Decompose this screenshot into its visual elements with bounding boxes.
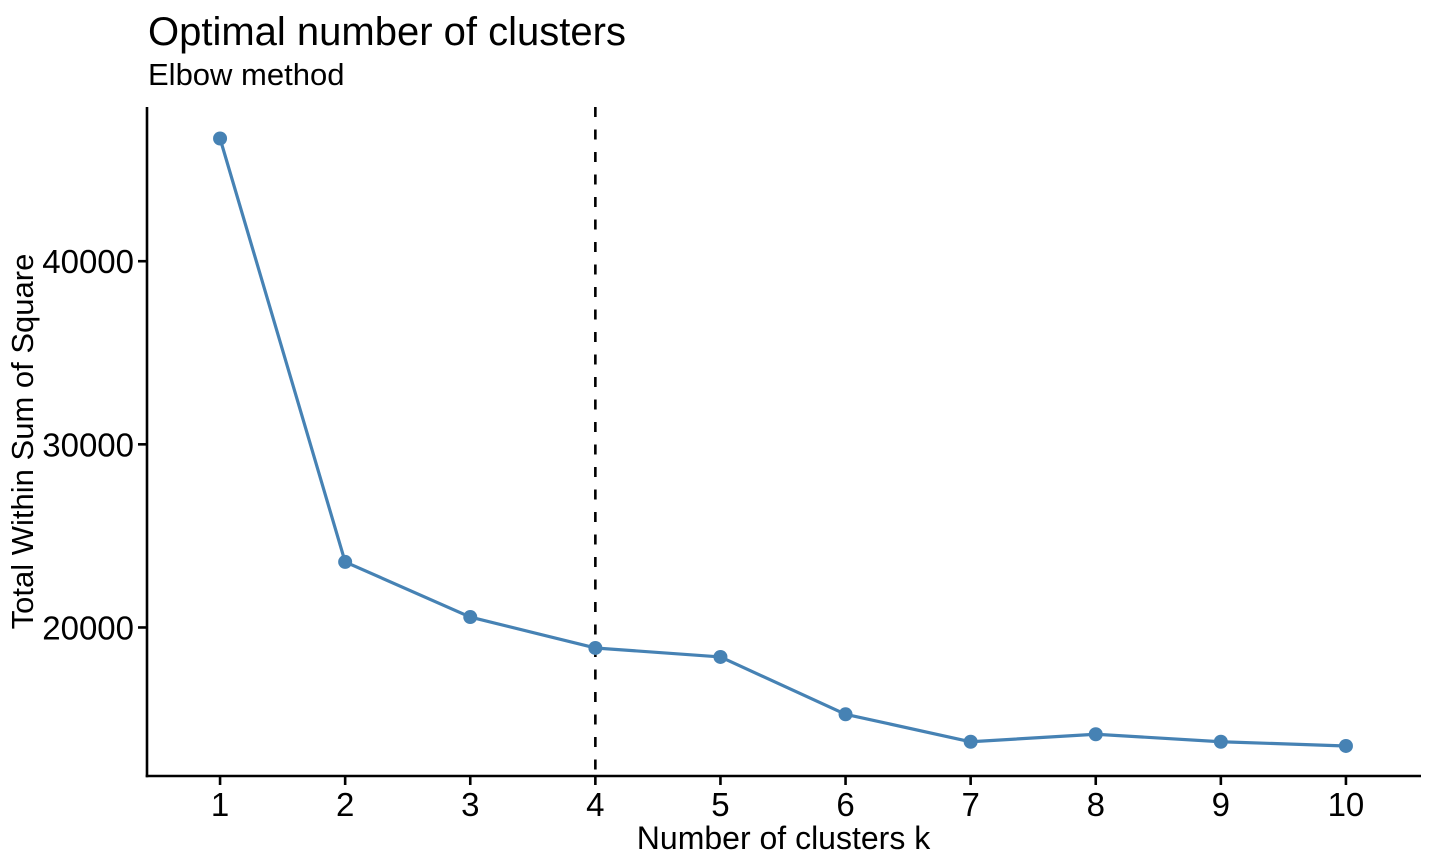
chart-subtitle: Elbow method [148, 57, 345, 92]
y-axis-title: Total Within Sum of Square [5, 254, 40, 630]
x-tick-label: 3 [461, 786, 479, 823]
x-tick-label: 1 [211, 786, 229, 823]
data-point [338, 554, 353, 569]
y-tick-label: 40000 [42, 243, 134, 280]
chart-title: Optimal number of clusters [148, 10, 626, 54]
x-tick-label: 9 [1212, 786, 1230, 823]
y-tick-label: 20000 [42, 609, 134, 646]
data-point [1088, 727, 1103, 742]
data-point [963, 734, 978, 749]
y-tick-label: 30000 [42, 426, 134, 463]
series-line [218, 136, 1348, 748]
x-tick-label: 10 [1328, 786, 1365, 823]
x-tick-label: 7 [961, 786, 979, 823]
data-point [463, 610, 478, 625]
data-point [588, 640, 603, 655]
x-tick-label: 2 [336, 786, 354, 823]
data-point [1338, 738, 1353, 753]
data-point [838, 707, 853, 722]
data-point [713, 649, 728, 664]
x-tick-label: 4 [586, 786, 604, 823]
x-tick-label: 5 [711, 786, 729, 823]
x-tick-label: 8 [1087, 786, 1105, 823]
data-point [213, 131, 228, 146]
x-tick-label: 6 [836, 786, 854, 823]
data-point [1213, 734, 1228, 749]
x-axis-title: Number of clusters k [637, 820, 931, 856]
